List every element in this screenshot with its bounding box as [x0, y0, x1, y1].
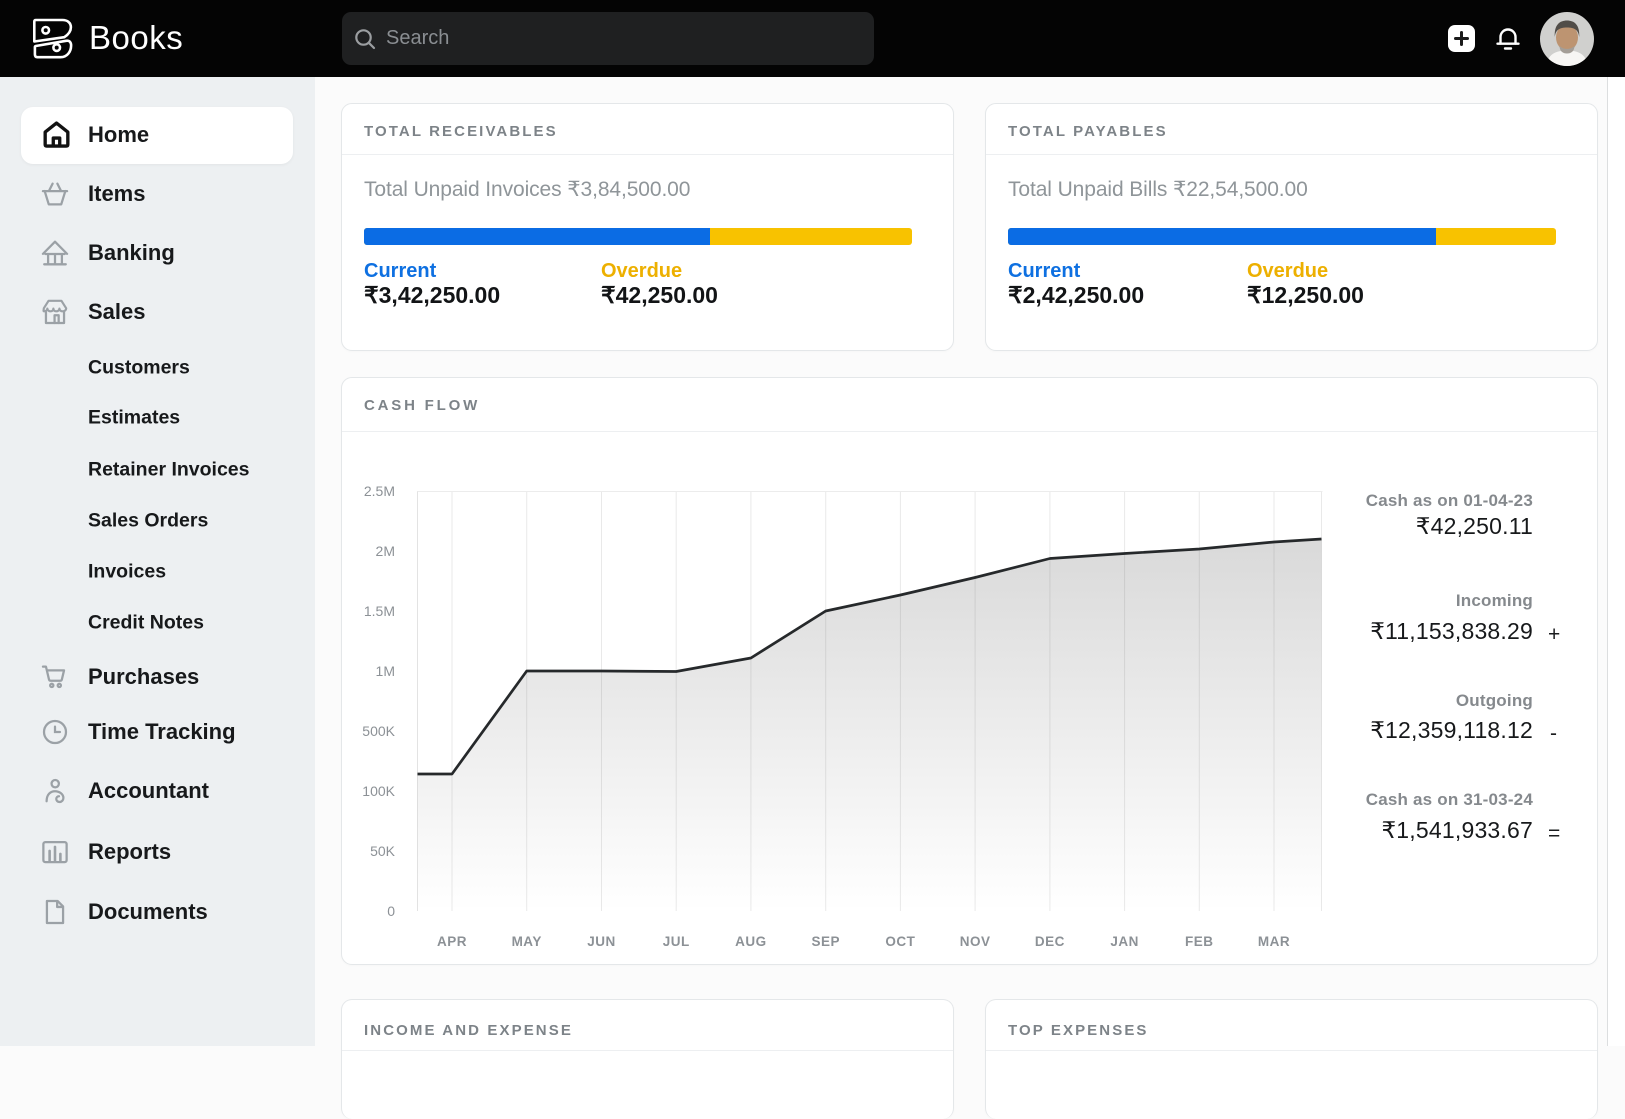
- svg-text:0: 0: [387, 903, 395, 919]
- svg-text:2.5M: 2.5M: [364, 483, 395, 499]
- svg-text:JUL: JUL: [663, 934, 690, 949]
- svg-text:MAY: MAY: [512, 934, 542, 949]
- svg-text:2M: 2M: [376, 543, 395, 559]
- svg-text:1.5M: 1.5M: [364, 603, 395, 619]
- svg-text:SEP: SEP: [811, 934, 840, 949]
- svg-text:NOV: NOV: [960, 934, 991, 949]
- svg-text:50K: 50K: [370, 843, 396, 859]
- svg-text:OCT: OCT: [885, 934, 915, 949]
- svg-text:MAR: MAR: [1258, 934, 1290, 949]
- svg-text:APR: APR: [437, 934, 467, 949]
- svg-text:1M: 1M: [376, 663, 395, 679]
- svg-text:100K: 100K: [362, 783, 395, 799]
- svg-text:DEC: DEC: [1035, 934, 1065, 949]
- svg-text:AUG: AUG: [735, 934, 767, 949]
- svg-text:500K: 500K: [362, 723, 395, 739]
- svg-text:JAN: JAN: [1110, 934, 1139, 949]
- svg-text:JUN: JUN: [587, 934, 616, 949]
- svg-text:FEB: FEB: [1185, 934, 1214, 949]
